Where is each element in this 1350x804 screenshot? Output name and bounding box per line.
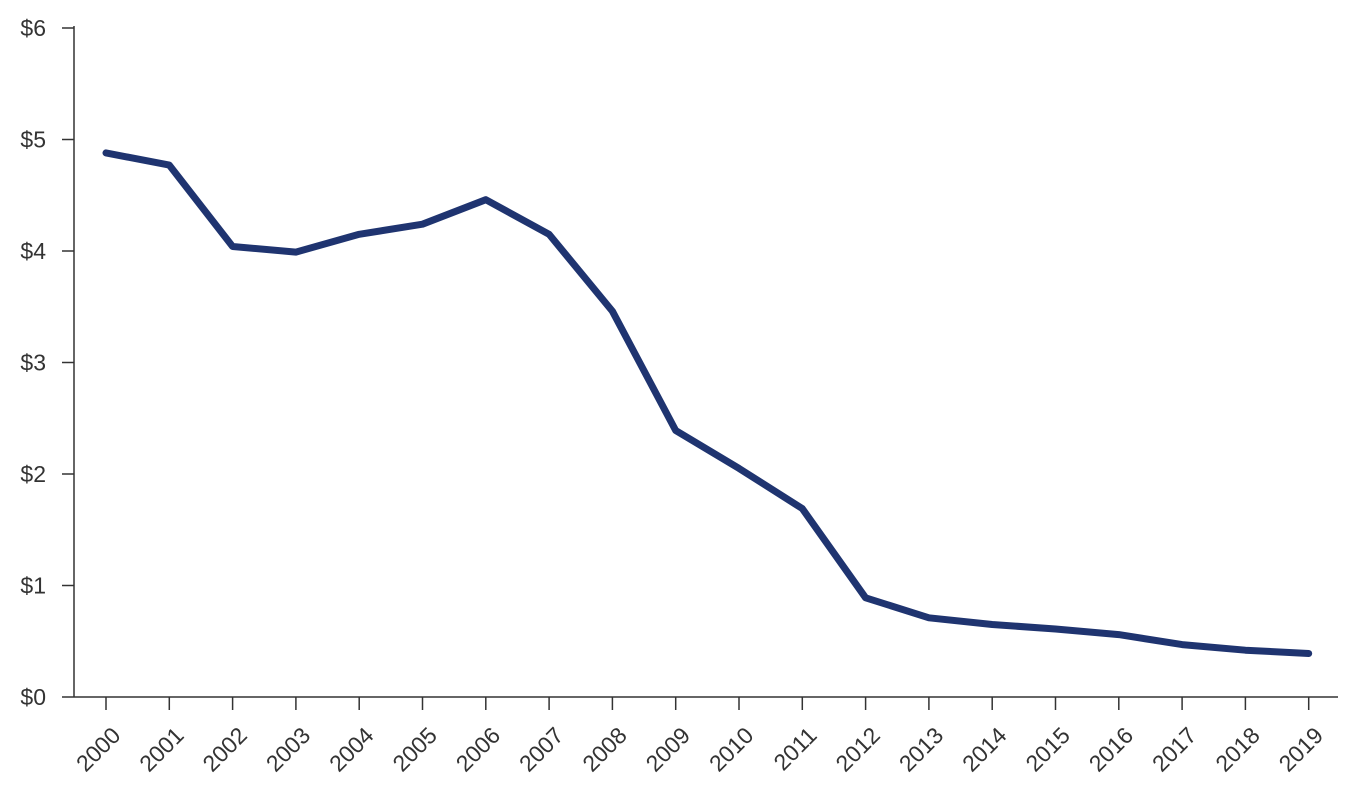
data-point	[801, 508, 803, 510]
series-line	[102, 149, 1313, 657]
data-point	[548, 233, 550, 235]
data-point	[865, 597, 867, 599]
x-tick-label: 2008	[577, 722, 632, 777]
x-tick-label: 2003	[261, 722, 316, 777]
data-point	[485, 199, 487, 201]
x-tick-label: 2002	[197, 722, 252, 777]
data-point	[738, 467, 740, 469]
data-point	[991, 624, 993, 626]
data-point	[1118, 634, 1120, 636]
x-tick-label: 2000	[71, 722, 126, 777]
data-point	[611, 310, 613, 312]
x-tick-label: 2001	[134, 722, 189, 777]
data-point	[928, 617, 930, 619]
y-tick-label: $1	[20, 573, 46, 599]
x-tick-label: 2012	[830, 722, 885, 777]
series-layer	[102, 149, 1313, 657]
x-tick-label: 2013	[894, 722, 949, 777]
x-tick-label: 2010	[704, 722, 759, 777]
data-point	[232, 246, 234, 248]
x-tick-label: 2019	[1274, 722, 1329, 777]
x-tick-label: 2004	[324, 722, 379, 777]
y-tick-label: $6	[20, 15, 46, 41]
data-point	[358, 233, 360, 235]
data-point	[295, 251, 297, 253]
y-tick-label: $5	[20, 127, 46, 153]
x-tick-label: 2006	[451, 722, 506, 777]
y-tick-label: $4	[20, 238, 46, 264]
x-tick-label: 2009	[641, 722, 696, 777]
x-tick-label: 2018	[1210, 722, 1265, 777]
y-tick-label: $2	[20, 461, 46, 487]
x-tick-label: 2011	[768, 722, 821, 775]
x-tick-label: 2005	[387, 722, 442, 777]
y-tick-label: $3	[20, 350, 46, 376]
x-axis: 2000 2001 2002 2003 2004 2005 2006 2007 2008 2009…	[71, 696, 1338, 777]
data-point	[168, 164, 170, 166]
data-point	[675, 430, 677, 432]
x-tick-label: 2015	[1020, 722, 1075, 777]
x-tick-label: 2014	[957, 722, 1012, 777]
x-tick-label: 2016	[1084, 722, 1139, 777]
y-axis: $0 $1 $2 $3 $4 $5 $6	[20, 15, 75, 710]
data-point	[105, 152, 107, 154]
data-point	[1308, 653, 1310, 655]
data-point	[1181, 644, 1183, 646]
data-point	[1055, 628, 1056, 630]
data-point	[422, 223, 423, 225]
x-tick-label: 2007	[514, 722, 569, 777]
data-point	[1244, 649, 1246, 651]
x-tick-label: 2017	[1147, 722, 1202, 777]
y-tick-label: $0	[20, 684, 46, 710]
